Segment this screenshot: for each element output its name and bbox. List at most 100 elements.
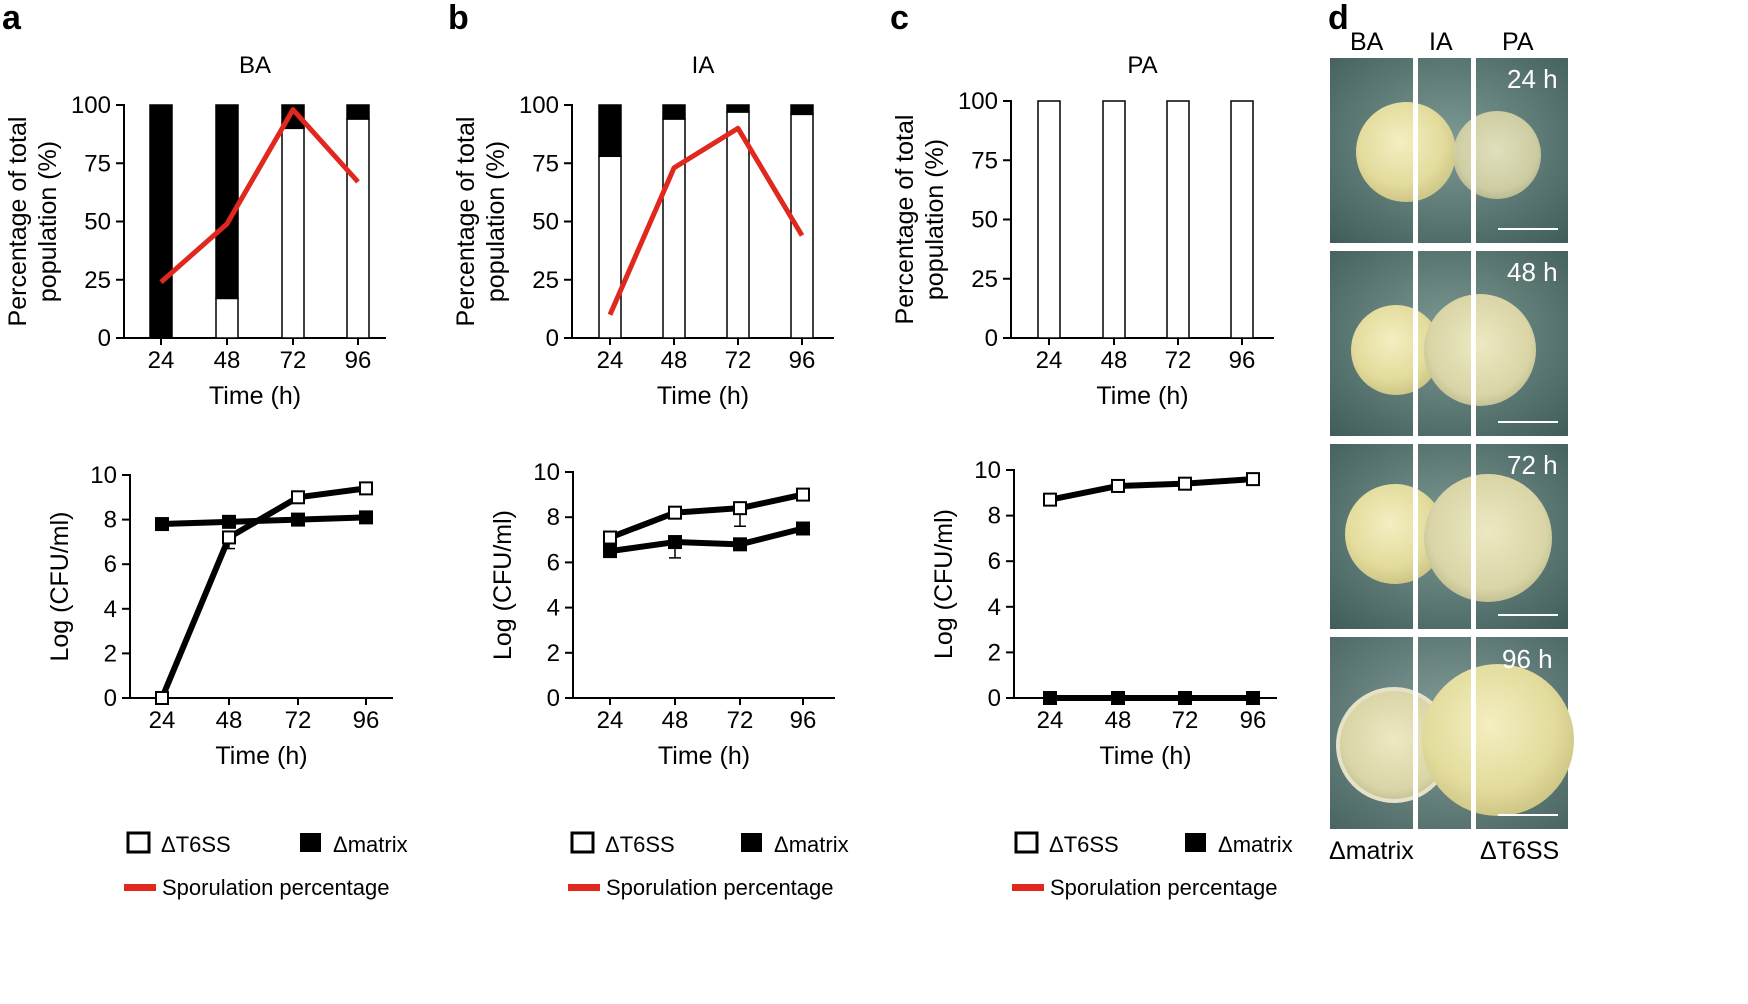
y-axis-label: population (%) xyxy=(921,139,949,300)
x-axis-label: Time (h) xyxy=(1099,742,1191,770)
series-line-t6ss xyxy=(159,485,367,700)
y-axis-label: Log (CFU/ml) xyxy=(489,510,517,660)
photo-row-96h: 96 h xyxy=(1330,637,1574,829)
x-tick-label: 24 xyxy=(597,347,624,374)
y-tick-label: 0 xyxy=(988,685,1001,712)
y-axis-label: Percentage of total xyxy=(4,117,32,327)
y-tick-label: 2 xyxy=(104,640,117,667)
point-t6ss xyxy=(155,691,169,705)
y-tick-label: 0 xyxy=(547,685,560,712)
legend-matrix-swatch xyxy=(1185,833,1206,852)
photo-separator xyxy=(1413,58,1418,829)
bar-matrix xyxy=(149,104,173,339)
x-tick-label: 96 xyxy=(1240,707,1267,734)
legend-t6ss-swatch xyxy=(126,831,151,854)
x-tick-label: 48 xyxy=(662,707,689,734)
x-tick-label: 24 xyxy=(1037,707,1064,734)
photo-row-72h: 72 h xyxy=(1330,444,1568,629)
chart-b-bar: 0 25 50 75 100 24 48 72 96 Time (h) Percentage of … xyxy=(452,52,834,410)
x-tick-label: 48 xyxy=(216,707,243,734)
point-matrix xyxy=(222,514,236,529)
bar-matrix xyxy=(790,104,814,116)
point-matrix xyxy=(796,521,810,536)
x-tick-label: 48 xyxy=(661,347,688,374)
x-tick-label: 24 xyxy=(148,347,175,374)
y-tick-label: 0 xyxy=(104,685,117,712)
bar-matrix xyxy=(662,104,686,120)
y-axis-label: Percentage of total xyxy=(452,117,480,327)
y-tick-label: 10 xyxy=(533,459,560,486)
sporulation-line xyxy=(607,125,805,316)
x-tick-label: 24 xyxy=(149,707,176,734)
x-tick-label: 48 xyxy=(1105,707,1132,734)
panel-letter-d: d xyxy=(1328,0,1349,37)
bar-matrix xyxy=(215,104,239,300)
y-tick-label: 75 xyxy=(971,147,998,174)
y-tick-label: 8 xyxy=(104,507,117,534)
chart-a-bar: 0 25 50 75 100 24 48 72 96 Time (h) Percentage of … xyxy=(4,52,386,410)
y-tick-label: 100 xyxy=(71,92,111,119)
x-tick-label: 72 xyxy=(1172,707,1199,734)
y-tick-label: 4 xyxy=(547,595,560,622)
legend-a: ΔT6SS Δmatrix Sporulation percentage xyxy=(124,831,408,900)
photo-time-label: 72 h xyxy=(1507,450,1558,480)
y-tick-label: 50 xyxy=(532,209,559,236)
y-tick-label: 10 xyxy=(974,457,1001,484)
point-matrix xyxy=(1111,691,1125,705)
legend-t6ss-swatch xyxy=(1014,831,1039,854)
legend-c: ΔT6SS Δmatrix Sporulation percentage xyxy=(1012,831,1293,900)
legend-sporulation-swatch xyxy=(1012,884,1044,891)
y-axis-label: Percentage of total xyxy=(891,115,919,325)
x-tick-label: 24 xyxy=(1036,347,1063,374)
legend-matrix-swatch xyxy=(300,833,321,852)
point-t6ss xyxy=(796,487,810,502)
x-tick-label: 96 xyxy=(790,707,817,734)
chart-title: IA xyxy=(692,52,715,79)
panel-letter-c: c xyxy=(890,0,909,37)
photo-bottom-label-t6ss: ΔT6SS xyxy=(1480,837,1559,865)
bar-matrix xyxy=(346,104,370,120)
legend-t6ss-label: ΔT6SS xyxy=(1049,832,1119,857)
bar-t6ss xyxy=(215,297,239,339)
y-tick-label: 4 xyxy=(988,594,1001,621)
photo-bottom-label-matrix: Δmatrix xyxy=(1329,837,1414,865)
photo-col-label-ia: IA xyxy=(1429,28,1453,56)
y-tick-label: 10 xyxy=(90,462,117,489)
bar-t6ss xyxy=(1166,100,1190,339)
point-t6ss xyxy=(1178,476,1192,491)
colony-t6ss xyxy=(1453,111,1541,199)
bar-t6ss xyxy=(1230,100,1254,339)
y-tick-label: 25 xyxy=(971,266,998,293)
bar-t6ss xyxy=(281,127,305,339)
y-tick-label: 4 xyxy=(104,596,117,623)
y-tick-label: 25 xyxy=(84,267,111,294)
photo-time-label: 48 h xyxy=(1507,257,1558,287)
point-t6ss xyxy=(668,505,682,520)
y-tick-label: 50 xyxy=(84,209,111,236)
point-t6ss xyxy=(603,530,617,545)
point-matrix xyxy=(603,544,617,559)
photo-time-label: 24 h xyxy=(1507,64,1558,94)
colony-matrix xyxy=(1356,102,1456,202)
x-tick-label: 24 xyxy=(597,707,624,734)
legend-matrix-label: Δmatrix xyxy=(774,832,849,857)
chart-title: PA xyxy=(1127,52,1157,79)
photo-time-label: 96 h xyxy=(1502,644,1553,674)
legend-matrix-label: Δmatrix xyxy=(1218,832,1293,857)
series-line-matrix xyxy=(609,525,804,555)
y-tick-label: 8 xyxy=(547,504,560,531)
x-tick-label: 96 xyxy=(353,707,380,734)
series-line-matrix xyxy=(161,514,367,528)
photo-row-48h: 48 h xyxy=(1330,251,1568,436)
y-tick-label: 2 xyxy=(547,640,560,667)
point-matrix xyxy=(359,510,373,525)
x-tick-label: 72 xyxy=(725,347,752,374)
panel-letter-a: a xyxy=(2,0,22,37)
panel-letter-b: b xyxy=(448,0,469,37)
bar-t6ss xyxy=(1037,100,1061,339)
point-matrix xyxy=(291,512,305,527)
point-t6ss xyxy=(1111,478,1125,493)
x-tick-label: 48 xyxy=(214,347,241,374)
legend-sporulation-label: Sporulation percentage xyxy=(606,875,834,900)
